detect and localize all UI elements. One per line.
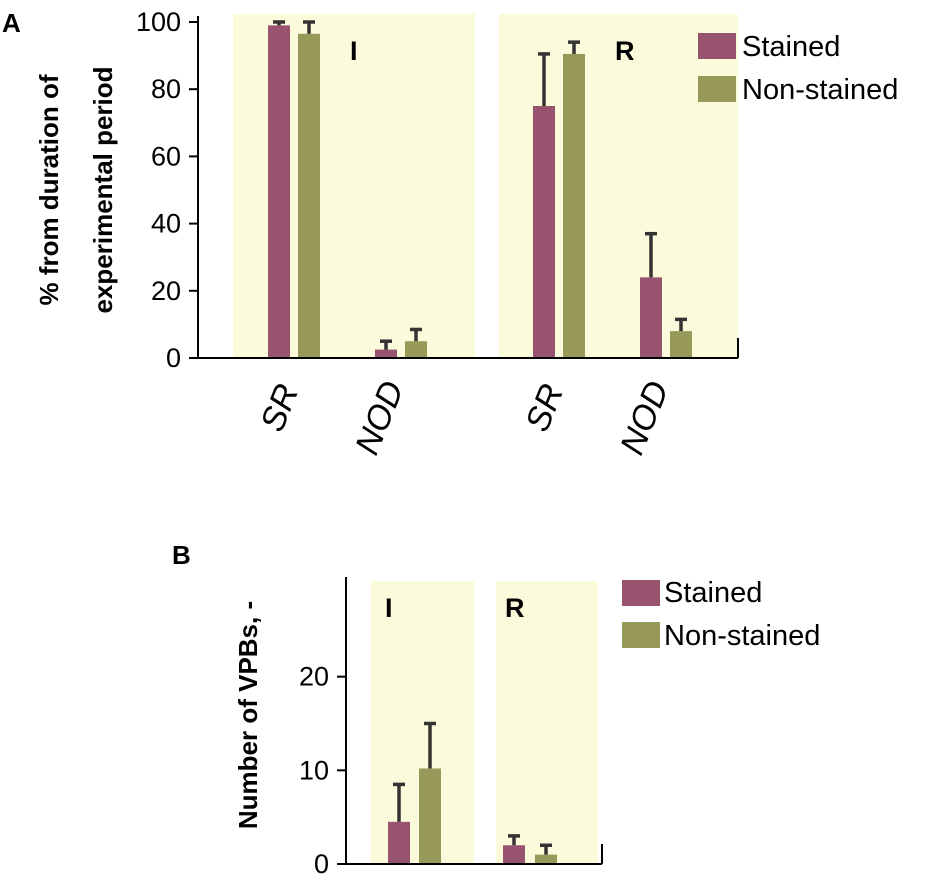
panel-a-category-label: SR (253, 379, 306, 437)
panel-b-region-r-label: R (505, 593, 525, 623)
y-tick-label: 0 (166, 343, 181, 373)
legend-swatch-stained (698, 33, 736, 59)
bar-non-stained (419, 768, 441, 864)
panel-a-category-label: NOD (613, 376, 677, 460)
panel-b-region-i-label: I (385, 593, 393, 623)
bar-stained (640, 277, 662, 358)
bar-non-stained (405, 341, 427, 358)
panel-b-region-r-background (496, 581, 598, 864)
bar-stained (268, 25, 290, 359)
panel-b-letter: B (172, 540, 191, 570)
bar-non-stained (563, 53, 585, 359)
legend-swatch-non-stained (622, 622, 660, 648)
panel-a-bars (268, 20, 692, 359)
y-tick-label: 10 (299, 755, 329, 785)
panel-a-letter: A (2, 8, 21, 38)
legend-swatch-stained (622, 580, 660, 606)
y-tick-label: 0 (314, 849, 329, 879)
panel-a-category-label: NOD (348, 376, 412, 460)
panel-a-region-i-label: I (350, 36, 358, 66)
bar-non-stained (535, 854, 557, 864)
bar-stained (375, 349, 397, 358)
y-tick-label: 20 (299, 662, 329, 692)
panel-b-y-label: Number of VPBs, - (233, 601, 263, 829)
panel-a-region-r-label: R (615, 36, 635, 66)
bar-non-stained (670, 331, 692, 358)
bar-stained (533, 106, 555, 358)
panel-a-y-axis-ticks: 0 20 40 60 80 100 (136, 7, 198, 373)
panel-a-y-label-line-2: experimental period (88, 66, 118, 313)
legend-label-non-stained: Non-stained (664, 620, 820, 652)
panel-b-y-axis-ticks: 0 10 20 (299, 662, 346, 879)
legend-label-non-stained: Non-stained (742, 74, 898, 106)
bar-non-stained (298, 33, 320, 358)
y-tick-label: 80 (151, 74, 181, 104)
panel-a: A I R 0 20 40 60 80 100 % from duration of ex… (2, 7, 898, 460)
panel-a-legend: Stained Non-stained (698, 31, 898, 106)
panel-b-legend: Stained Non-stained (622, 577, 820, 652)
y-tick-label: 20 (151, 276, 181, 306)
y-tick-label: 60 (151, 141, 181, 171)
legend-label-stained: Stained (742, 31, 840, 63)
legend-swatch-non-stained (698, 76, 736, 102)
panel-a-y-label-line-1: % from duration of (34, 74, 64, 305)
bar-stained (503, 845, 525, 864)
panel-b: B I R 0 10 20 Number of VPBs, - Stained No… (172, 540, 820, 879)
y-tick-label: 100 (136, 7, 181, 37)
panel-b-bars (388, 721, 557, 864)
bar-stained (388, 821, 410, 864)
y-tick-label: 40 (151, 209, 181, 239)
panel-a-category-label: SR (518, 379, 571, 437)
legend-label-stained: Stained (664, 577, 762, 609)
